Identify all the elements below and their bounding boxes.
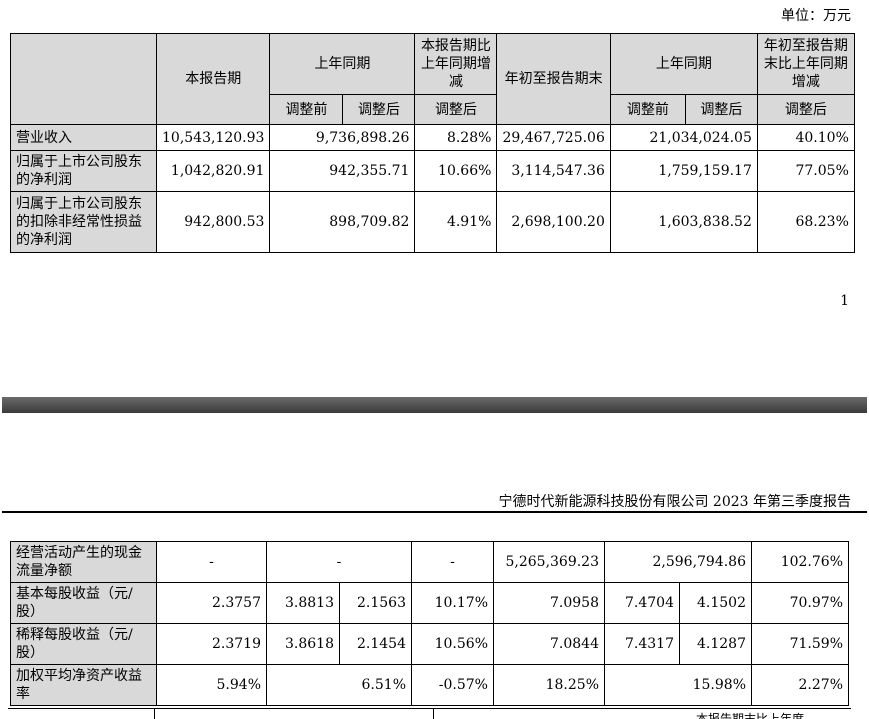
header-change-after-adj: 调整后 [414, 94, 498, 125]
cell-prior: 6.51% [266, 664, 412, 706]
header-current: 本报告期 [155, 33, 271, 125]
header-rule [2, 511, 867, 513]
header-before-adj: 调整前 [269, 94, 344, 125]
table-row: 归属于上市公司股东的净利润 1,042,820.91 942,355.71 10… [10, 150, 855, 192]
cell-ytd: 18.25% [493, 664, 605, 706]
table-row: 营业收入 10,543,120.93 9,736,898.26 8.28% 29… [10, 124, 855, 151]
cell-ytd: 3,114,547.36 [496, 150, 611, 192]
header-prior-ytd: 上年同期 [609, 33, 758, 95]
cell-prior-ytd-after: 4.1502 [679, 582, 752, 624]
cell-current: 942,800.53 [155, 191, 271, 253]
cell-prior-ytd: 2,596,794.86 [604, 541, 752, 583]
cell-prior-ytd: 21,034,024.05 [609, 124, 758, 151]
cut-off-text: 本报告期末比上年度 [696, 712, 805, 719]
cell-current: 10,543,120.93 [155, 124, 271, 151]
cell-current: 2.3719 [156, 623, 267, 665]
cell-divider [154, 709, 155, 719]
cut-off-row: 本报告期末比上年度 [8, 708, 851, 719]
cell-ytd-change: 70.97% [751, 582, 849, 624]
cell-ytd: 5,265,369.23 [493, 541, 605, 583]
cell-prior: 9,736,898.26 [269, 124, 416, 151]
financial-table-top: 本报告期 上年同期 本报告期比上年同期增减 年初至报告期末 上年同期 年初至报告… [10, 33, 855, 253]
row-label: 归属于上市公司股东的扣除非经常性损益的净利润 [10, 191, 157, 253]
row-label: 基本每股收益（元/股） [10, 582, 157, 624]
cell-prior: - [266, 541, 412, 583]
cell-prior-ytd: 1,603,838.52 [609, 191, 758, 253]
header-ytd-change-after-adj: 调整后 [756, 94, 855, 125]
row-label: 经营活动产生的现金流量净额 [10, 541, 157, 583]
cell-ytd: 2,698,100.20 [496, 191, 611, 253]
cell-prior-before: 3.8813 [266, 582, 340, 624]
cell-ytd-change: 40.10% [756, 124, 855, 151]
row-label: 营业收入 [10, 124, 157, 151]
financial-table-bottom: 经营活动产生的现金流量净额 - - - 5,265,369.23 2,596,7… [10, 541, 849, 706]
cell-ytd: 7.0958 [493, 582, 605, 624]
cell-ytd: 7.0844 [493, 623, 605, 665]
table-row: 加权平均净资产收益率 5.94% 6.51% -0.57% 18.25% 15.… [10, 664, 849, 706]
header-ytd-after-adj: 调整后 [684, 94, 758, 125]
header-after-adj: 调整后 [342, 94, 416, 125]
header-prior: 上年同期 [269, 33, 416, 95]
row-label: 归属于上市公司股东的净利润 [10, 150, 157, 192]
cell-change: 10.17% [411, 582, 494, 624]
cell-current: 5.94% [156, 664, 267, 706]
page-gap-bar [2, 397, 867, 413]
header-ytd: 年初至报告期末 [496, 33, 611, 125]
cell-ytd-change: 102.76% [751, 541, 849, 583]
cell-prior-after: 2.1563 [339, 582, 412, 624]
header-ytd-change: 年初至报告期末比上年同期增减 [756, 33, 855, 95]
table-row: 归属于上市公司股东的扣除非经常性损益的净利润 942,800.53 898,70… [10, 191, 855, 253]
cell-change: -0.57% [411, 664, 494, 706]
header-ytd-before-adj: 调整前 [609, 94, 686, 125]
cell-ytd-change: 68.23% [756, 191, 855, 253]
cell-ytd-change: 77.05% [756, 150, 855, 192]
cell-change: 8.28% [414, 124, 498, 151]
cell-ytd: 29,467,725.06 [496, 124, 611, 151]
cell-prior-ytd-before: 7.4317 [604, 623, 680, 665]
report-title: 宁德时代新能源科技股份有限公司 2023 年第三季度报告 [498, 494, 851, 510]
cell-change: 10.66% [414, 150, 498, 192]
table-row: 基本每股收益（元/股） 2.3757 3.8813 2.1563 10.17% … [10, 582, 849, 624]
cell-prior-before: 3.8618 [266, 623, 340, 665]
cell-ytd-change: 71.59% [751, 623, 849, 665]
cell-current: - [156, 541, 267, 583]
table-row: 稀释每股收益（元/股） 2.3719 3.8618 2.1454 10.56% … [10, 623, 849, 665]
cell-prior: 898,709.82 [269, 191, 416, 253]
cell-change: 4.91% [414, 191, 498, 253]
cell-prior-after: 2.1454 [339, 623, 412, 665]
cell-current: 1,042,820.91 [155, 150, 271, 192]
cell-prior: 942,355.71 [269, 150, 416, 192]
cell-current: 2.3757 [156, 582, 267, 624]
row-label: 稀释每股收益（元/股） [10, 623, 157, 665]
row-label: 加权平均净资产收益率 [10, 664, 157, 706]
cell-prior-ytd: 1,759,159.17 [609, 150, 758, 192]
cell-divider [433, 709, 434, 719]
cell-change: 10.56% [411, 623, 494, 665]
header-change: 本报告期比上年同期增减 [414, 33, 498, 95]
cell-prior-ytd-before: 7.4704 [604, 582, 680, 624]
cell-prior-ytd: 15.98% [604, 664, 752, 706]
unit-label: 单位：万元 [781, 8, 851, 24]
cell-change: - [411, 541, 494, 583]
page-number: 1 [840, 293, 849, 309]
cell-ytd-change: 2.27% [751, 664, 849, 706]
header-blank [10, 33, 157, 125]
table-row: 经营活动产生的现金流量净额 - - - 5,265,369.23 2,596,7… [10, 541, 849, 583]
cell-prior-ytd-after: 4.1287 [679, 623, 752, 665]
